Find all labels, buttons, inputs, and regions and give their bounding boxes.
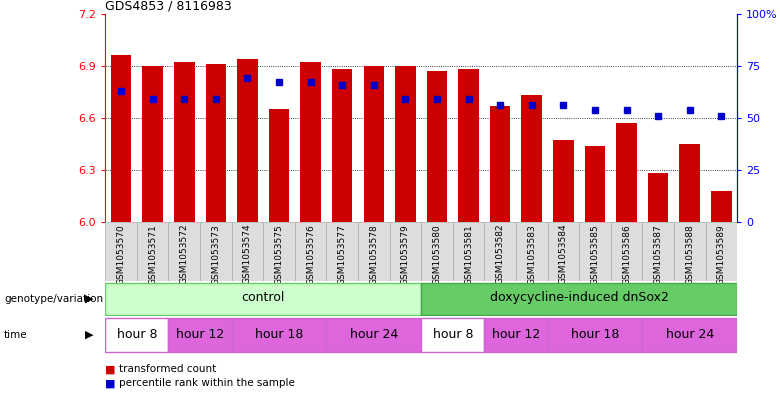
Bar [711,191,732,222]
Bar [611,222,643,281]
Text: GSM1053574: GSM1053574 [243,224,252,285]
Bar [326,222,358,281]
Bar [459,69,479,222]
Bar [705,222,737,281]
Text: GSM1053576: GSM1053576 [306,224,315,285]
Bar [206,64,226,222]
Text: ■: ■ [105,378,115,388]
Bar [174,62,194,222]
Bar [548,222,579,281]
Text: ■: ■ [105,364,115,375]
Bar [105,318,168,352]
Text: GSM1053577: GSM1053577 [338,224,347,285]
Bar [643,318,737,352]
Text: GSM1053573: GSM1053573 [211,224,221,285]
Bar [648,173,668,222]
Text: hour 18: hour 18 [571,328,619,341]
Bar [358,222,390,281]
Text: hour 12: hour 12 [492,328,540,341]
Text: GSM1053587: GSM1053587 [654,224,663,285]
Bar [421,318,484,352]
Bar [490,106,510,222]
Bar [516,222,548,281]
Text: GSM1053581: GSM1053581 [464,224,473,285]
Bar [269,109,289,222]
Bar [326,318,421,352]
Text: GSM1053585: GSM1053585 [590,224,600,285]
Bar [585,146,605,222]
Text: GSM1053586: GSM1053586 [622,224,631,285]
Text: hour 8: hour 8 [117,328,157,341]
Bar [332,69,353,222]
Bar [264,222,295,281]
Bar [579,222,611,281]
Bar [484,318,548,352]
Text: GSM1053570: GSM1053570 [116,224,126,285]
Text: ▶: ▶ [85,294,94,304]
Text: GSM1053589: GSM1053589 [717,224,726,285]
Text: GSM1053579: GSM1053579 [401,224,410,285]
Bar [300,62,321,222]
Text: GDS4853 / 8116983: GDS4853 / 8116983 [105,0,232,13]
Bar [168,222,200,281]
Bar [679,144,700,222]
Text: hour 18: hour 18 [255,328,303,341]
Bar [390,222,421,281]
Text: GSM1053582: GSM1053582 [495,224,505,285]
Bar [548,318,642,352]
Text: GSM1053572: GSM1053572 [179,224,189,285]
Text: ▶: ▶ [85,330,94,340]
Bar [452,222,484,281]
Bar [143,66,163,222]
Bar [111,55,131,222]
Text: GSM1053588: GSM1053588 [685,224,694,285]
Text: GSM1053583: GSM1053583 [527,224,537,285]
Text: GSM1053578: GSM1053578 [369,224,378,285]
Bar [616,123,636,222]
Bar [105,283,421,314]
Bar [232,222,264,281]
Bar [421,222,452,281]
Bar [137,222,168,281]
Text: genotype/variation: genotype/variation [4,294,103,304]
Bar [643,222,674,281]
Bar [674,222,706,281]
Text: time: time [4,330,27,340]
Bar [421,283,737,314]
Bar [232,318,326,352]
Bar [295,222,326,281]
Bar [484,222,516,281]
Text: hour 8: hour 8 [433,328,473,341]
Text: hour 12: hour 12 [176,328,224,341]
Text: GSM1053584: GSM1053584 [558,224,568,285]
Bar [105,222,137,281]
Text: GSM1053571: GSM1053571 [148,224,158,285]
Bar [168,318,232,352]
Text: hour 24: hour 24 [349,328,398,341]
Bar [395,66,416,222]
Bar [553,140,573,222]
Text: GSM1053575: GSM1053575 [275,224,284,285]
Bar [200,222,232,281]
Text: percentile rank within the sample: percentile rank within the sample [119,378,294,388]
Text: doxycycline-induced dnSox2: doxycycline-induced dnSox2 [490,292,668,305]
Text: hour 24: hour 24 [665,328,714,341]
Text: GSM1053580: GSM1053580 [432,224,441,285]
Text: transformed count: transformed count [119,364,216,375]
Text: control: control [242,292,285,305]
Bar [522,95,542,222]
Bar [427,71,447,222]
Bar [237,59,257,222]
Bar [363,66,384,222]
